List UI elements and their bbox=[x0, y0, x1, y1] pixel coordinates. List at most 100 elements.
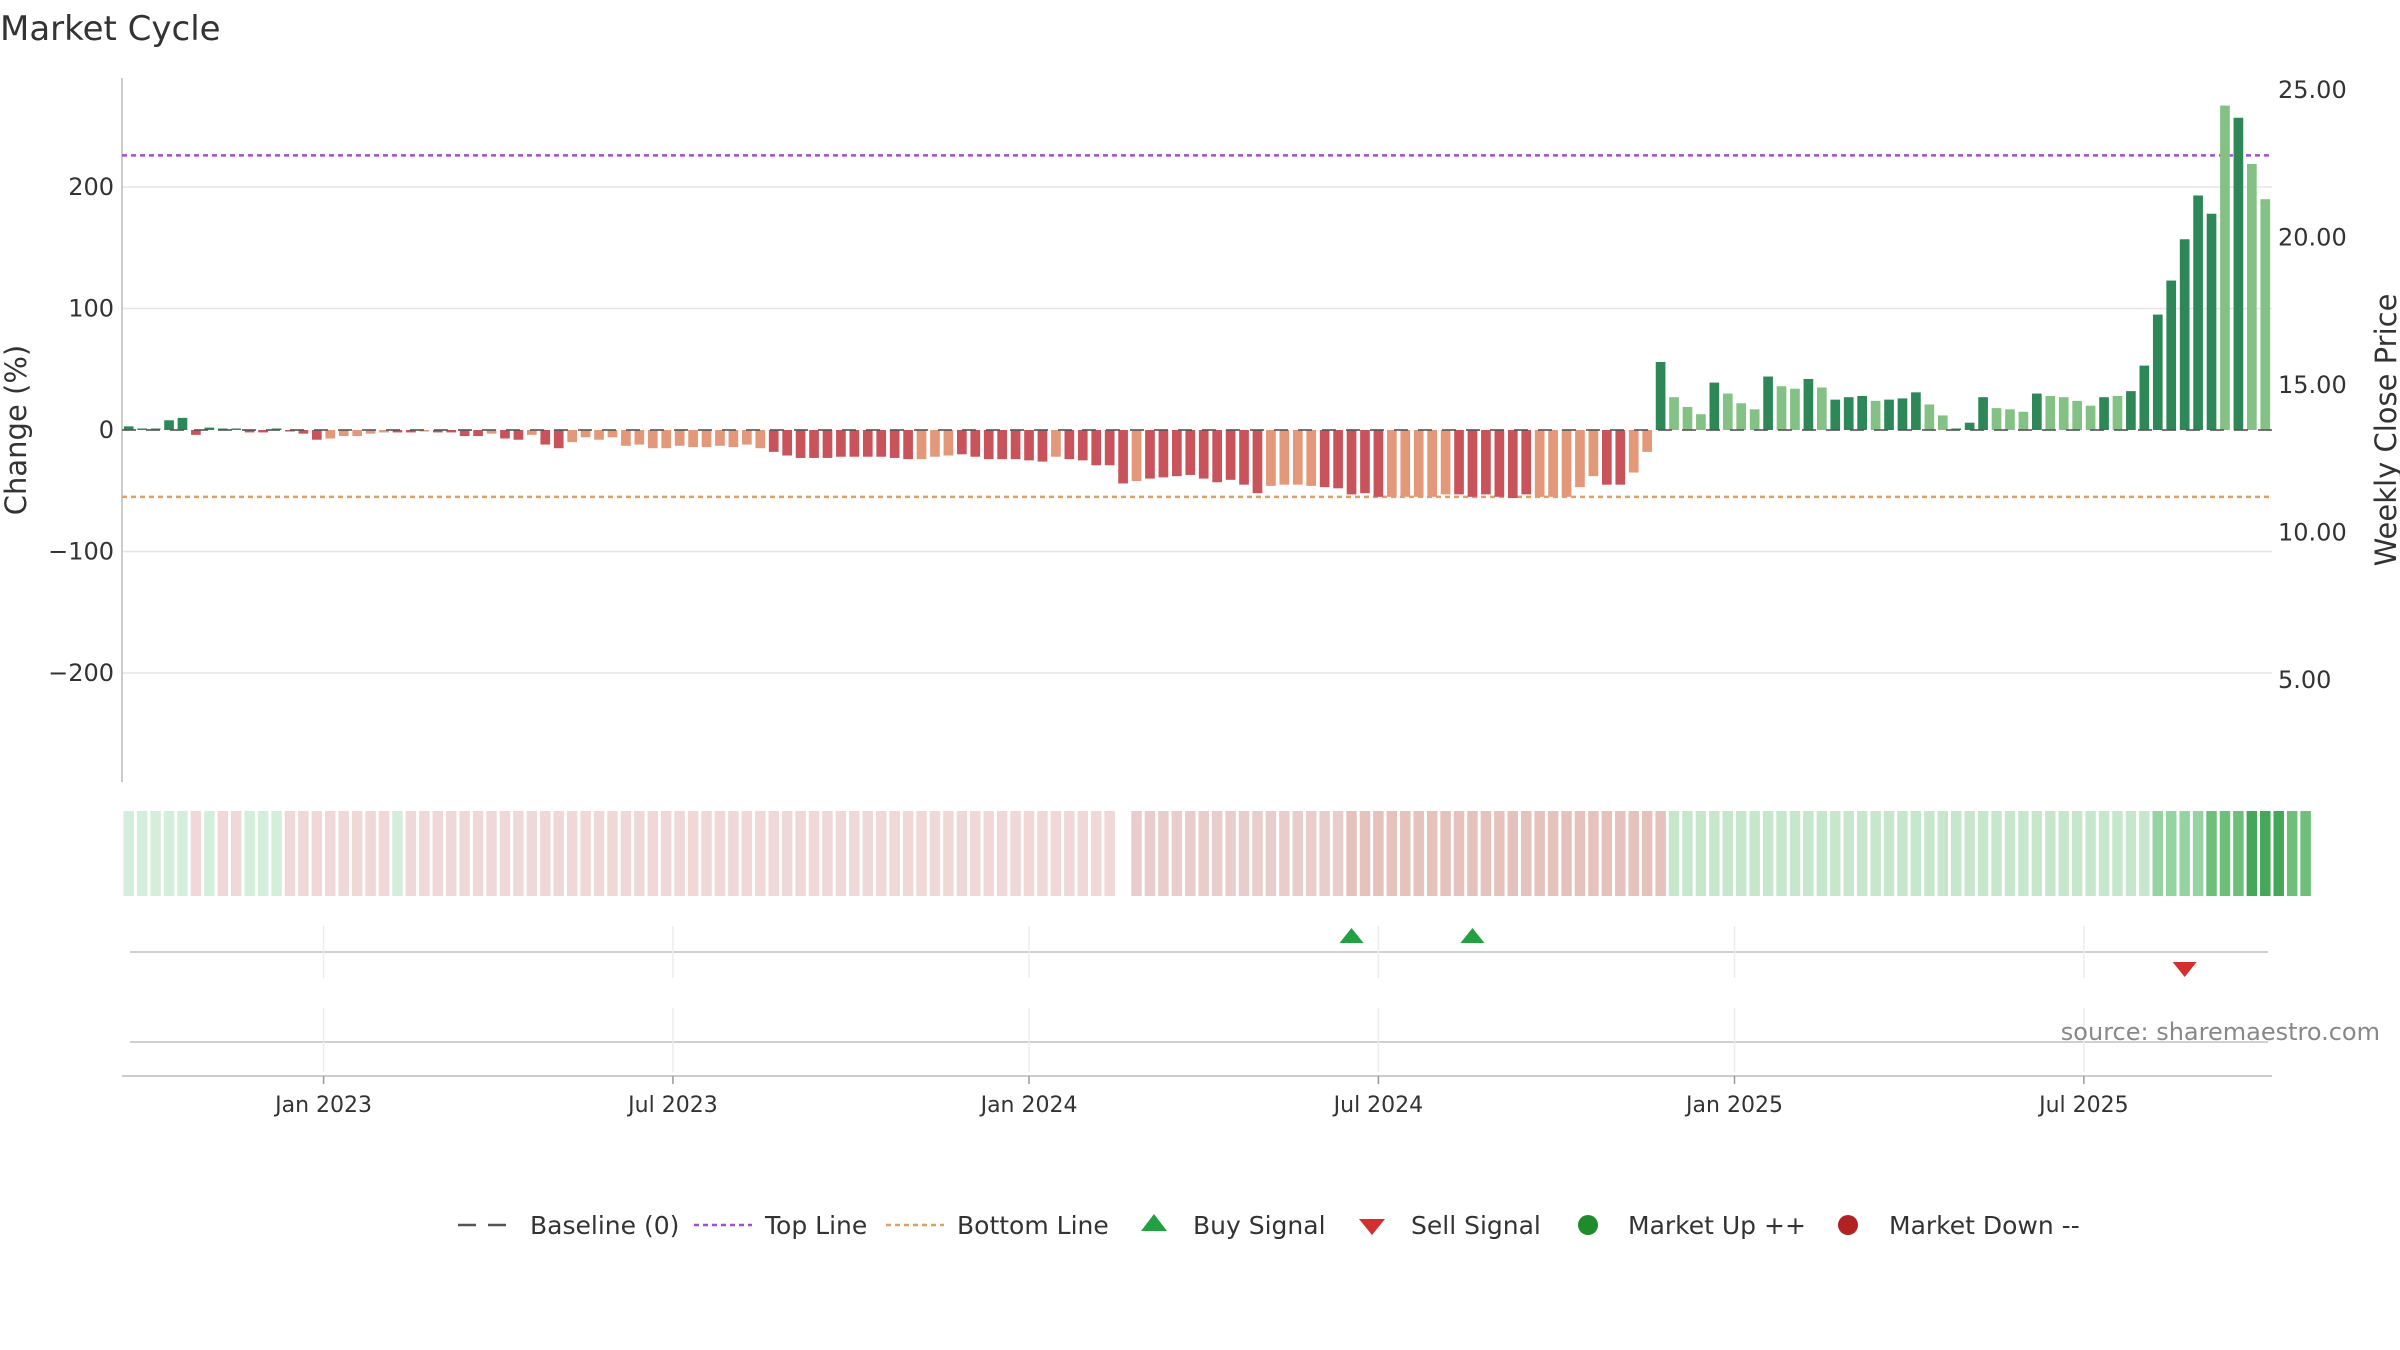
bar bbox=[1104, 430, 1115, 466]
regime-cell bbox=[674, 811, 685, 896]
y-axis-title: Change (%) bbox=[0, 345, 33, 515]
regime-cell bbox=[351, 811, 363, 896]
bar bbox=[1091, 430, 1102, 466]
regime-cell bbox=[1856, 811, 1868, 896]
bars-layer bbox=[123, 105, 2271, 499]
regime-cell bbox=[1924, 811, 1935, 896]
regime-cell bbox=[163, 811, 175, 896]
y-tick-label: 0 bbox=[99, 416, 114, 444]
bar bbox=[983, 430, 994, 460]
bar bbox=[1978, 397, 1988, 430]
regime-cell bbox=[1077, 811, 1089, 896]
bar bbox=[1440, 430, 1451, 495]
bar bbox=[1937, 415, 1948, 430]
regime-cell bbox=[1588, 811, 1599, 896]
chart-title: Market Cycle bbox=[0, 9, 221, 49]
bar bbox=[137, 428, 147, 430]
bar bbox=[674, 430, 685, 446]
regime-cell bbox=[1319, 811, 1330, 896]
bar bbox=[876, 430, 887, 457]
regime-cell bbox=[1104, 811, 1115, 896]
regime-cell bbox=[190, 811, 202, 896]
regime-cell bbox=[1037, 811, 1048, 896]
bar bbox=[715, 430, 725, 446]
legend-item: Baseline (0) bbox=[458, 1211, 679, 1240]
legend-label: Buy Signal bbox=[1193, 1211, 1326, 1240]
legend-item: Market Down -- bbox=[1838, 1211, 2080, 1240]
regime-cell bbox=[1064, 811, 1075, 896]
regime-cell bbox=[150, 811, 161, 896]
regime-cell bbox=[1279, 811, 1290, 896]
regime-cell bbox=[2219, 811, 2231, 896]
regime-cell bbox=[1440, 811, 1451, 896]
regime-cell bbox=[392, 811, 403, 896]
regime-cell bbox=[1574, 811, 1586, 896]
regime-cell bbox=[607, 811, 618, 896]
bar bbox=[2112, 395, 2123, 430]
regime-cell bbox=[365, 811, 376, 896]
regime-cell bbox=[781, 811, 793, 896]
legend-item: Sell Signal bbox=[1359, 1211, 1541, 1240]
source-note: source: sharemaestro.com bbox=[2061, 1018, 2380, 1046]
bar bbox=[540, 430, 551, 445]
legend-label: Bottom Line bbox=[957, 1211, 1109, 1240]
regime-cell bbox=[499, 811, 511, 896]
bar bbox=[1494, 430, 1505, 497]
regime-cell bbox=[2260, 811, 2271, 896]
bar bbox=[1615, 430, 1626, 485]
y2-tick-label: 10.00 bbox=[2278, 519, 2347, 547]
bar bbox=[1333, 430, 1343, 489]
regime-cell bbox=[1789, 811, 1801, 896]
regime-cell bbox=[1897, 811, 1908, 896]
bar bbox=[1709, 382, 1720, 430]
bar bbox=[768, 430, 779, 452]
bar bbox=[688, 430, 698, 448]
buy-signal-marker bbox=[1339, 928, 1364, 943]
regime-cell bbox=[1803, 811, 1814, 896]
bar bbox=[2072, 400, 2082, 430]
bar bbox=[231, 428, 242, 430]
regime-cell bbox=[311, 811, 323, 896]
legend-buy-icon bbox=[1141, 1214, 1167, 1231]
regime-cell bbox=[1910, 811, 1922, 896]
regime-cell bbox=[2165, 811, 2177, 896]
bar bbox=[1669, 397, 1679, 430]
bar bbox=[1158, 430, 1169, 478]
y2-tick-label: 20.00 bbox=[2278, 224, 2347, 252]
bar bbox=[1427, 430, 1437, 497]
regime-cell bbox=[204, 811, 215, 896]
regime-cell bbox=[943, 811, 954, 896]
bar bbox=[1790, 388, 1800, 430]
regime-cell bbox=[768, 811, 779, 896]
regime-cell bbox=[2179, 811, 2190, 896]
bar bbox=[970, 430, 981, 457]
bar bbox=[836, 430, 846, 457]
lower-panel bbox=[130, 1008, 2268, 1072]
bar bbox=[2005, 409, 2015, 430]
bar bbox=[2206, 213, 2217, 430]
bar bbox=[795, 430, 806, 458]
bar bbox=[1857, 395, 1867, 430]
regime-cell bbox=[244, 811, 255, 896]
regime-cell bbox=[136, 811, 148, 896]
regime-cell bbox=[513, 811, 524, 896]
regime-cell bbox=[1749, 811, 1760, 896]
legend-label: Sell Signal bbox=[1411, 1211, 1541, 1240]
reference-lines bbox=[122, 154, 2272, 499]
regime-cell bbox=[2300, 811, 2311, 896]
bar bbox=[2152, 314, 2163, 430]
regime-cell bbox=[2112, 811, 2123, 896]
regime-cell bbox=[230, 811, 242, 896]
bar bbox=[1628, 430, 1639, 473]
regime-cell bbox=[2018, 811, 2029, 896]
regime-cell bbox=[1722, 811, 1734, 896]
bar bbox=[2220, 105, 2230, 430]
legend-market-down-icon bbox=[1838, 1215, 1858, 1235]
regime-cell bbox=[2098, 811, 2110, 896]
bar bbox=[1696, 414, 1706, 430]
bar bbox=[1507, 430, 1518, 499]
regime-cell bbox=[2273, 811, 2284, 896]
regime-cell bbox=[593, 811, 605, 896]
regime-cell bbox=[996, 811, 1008, 896]
bar bbox=[916, 430, 927, 460]
